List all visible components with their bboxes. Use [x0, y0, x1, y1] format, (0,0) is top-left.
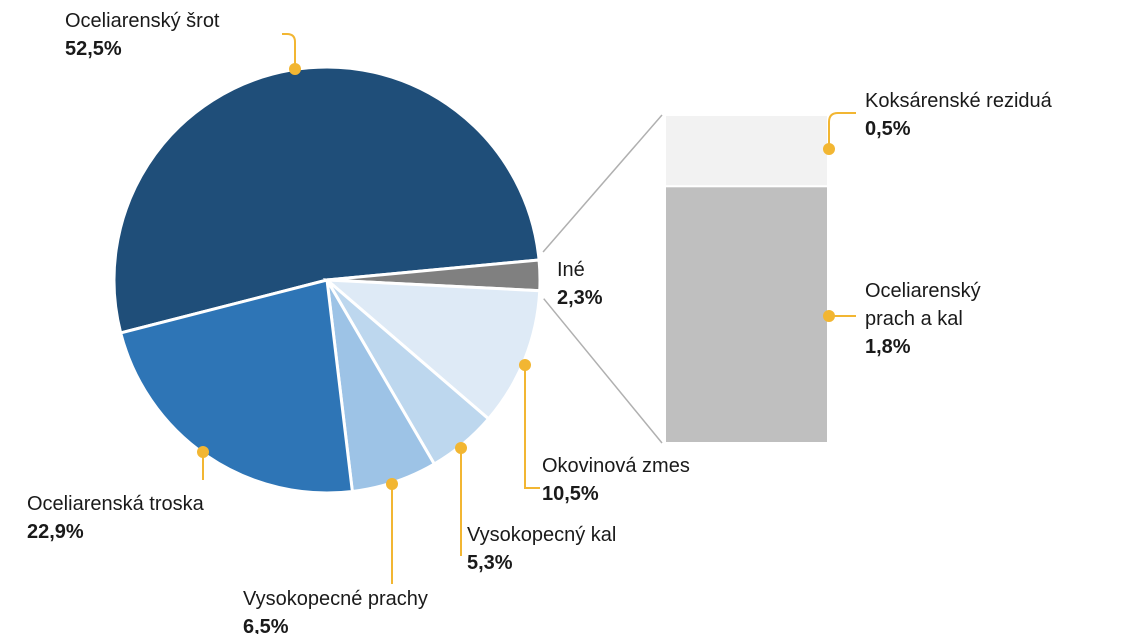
leader-line: [524, 365, 540, 489]
slice-label: Koksárenské reziduá: [865, 90, 1053, 112]
slice-label: Vysokopecný kal: [467, 524, 616, 546]
slice-label: Iné: [557, 259, 585, 281]
leader-dot: [823, 310, 835, 322]
leader-line: [282, 33, 296, 69]
bar-segment: [664, 185, 829, 444]
leader-dot: [289, 63, 301, 75]
slice-label: Oceliarenský prach a kal: [865, 280, 981, 330]
value-label: 2,3%: [557, 287, 603, 309]
value-label: 0,5%: [865, 118, 911, 140]
leader-dot: [197, 446, 209, 458]
slice-label: Oceliarenská troska: [27, 493, 205, 515]
value-label: 10,5%: [542, 483, 599, 505]
leader-line: [828, 112, 856, 149]
value-label: 5,3%: [467, 552, 513, 574]
slice-label: Vysokopecné prachy: [243, 588, 428, 610]
connector: [543, 298, 663, 444]
slice-label: Okovinová zmes: [542, 455, 690, 477]
value-label: 22,9%: [27, 521, 84, 543]
leader-dot: [823, 143, 835, 155]
connector: [542, 114, 663, 253]
leader-dot: [386, 478, 398, 490]
leader-dot: [455, 442, 467, 454]
value-label: 6,5%: [243, 616, 289, 634]
slice-label: Oceliarenský šrot: [65, 10, 220, 32]
value-label: 52,5%: [65, 38, 122, 60]
leader-dot: [519, 359, 531, 371]
value-label: 1,8%: [865, 336, 911, 358]
bar-segment: [664, 114, 829, 188]
